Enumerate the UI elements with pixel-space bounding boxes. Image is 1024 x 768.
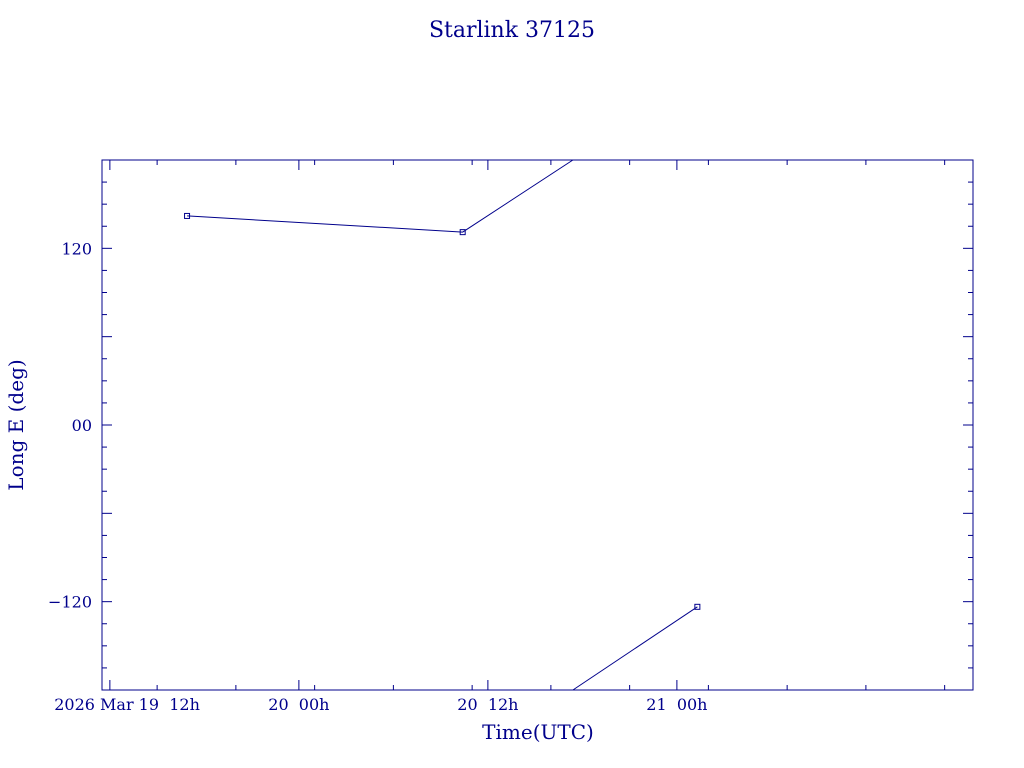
plot-frame	[101, 159, 974, 691]
x-tick-label: 20 12h	[457, 695, 518, 714]
x-tick-label: 2026 Mar 19 12h	[54, 695, 200, 714]
chart-title: Starlink 37125	[429, 18, 595, 43]
x-tick-label: 21 00h	[646, 695, 707, 714]
y-tick-label: 00	[72, 416, 92, 435]
data-point	[459, 229, 466, 236]
data-point	[694, 603, 701, 610]
x-tick-label: 20 00h	[268, 695, 329, 714]
series-line	[572, 606, 698, 691]
data-point	[184, 212, 191, 219]
axis-ticks	[102, 160, 973, 690]
y-axis-label: Long E (deg)	[4, 359, 28, 490]
y-tick-label: −120	[48, 593, 92, 612]
y-tick-labels: 120 00 −120	[48, 239, 92, 611]
x-tick-labels: 2026 Mar 19 12h 20 00h 20 12h 21 00h	[54, 695, 707, 714]
y-tick-label: 120	[61, 239, 92, 258]
x-axis-label: Time(UTC)	[482, 720, 594, 744]
plot-area	[184, 159, 701, 691]
series-line	[187, 159, 574, 233]
